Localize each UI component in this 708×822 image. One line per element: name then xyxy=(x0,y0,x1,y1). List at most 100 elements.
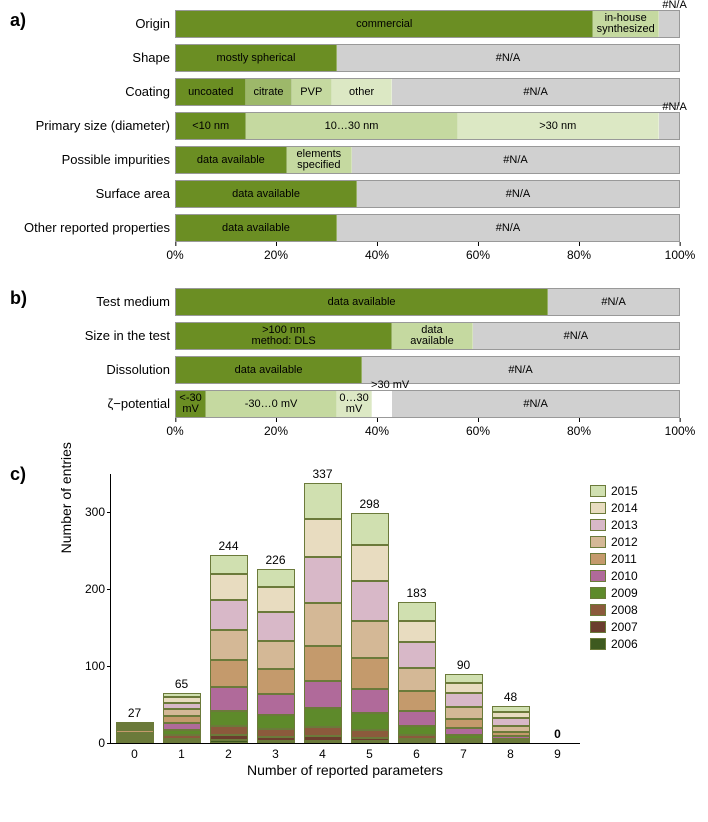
c-bar: 90 xyxy=(445,674,483,743)
c-bar-seg xyxy=(210,687,248,710)
hbar-segment: #N/A xyxy=(357,181,679,207)
c-legend-swatch xyxy=(590,587,606,599)
c-bar-seg xyxy=(304,646,342,681)
hbar-track: <10 nm10…30 nm>30 nm#N/A xyxy=(175,112,680,140)
hbar-segment: <10 nm xyxy=(176,113,246,139)
hbar-segment-text: >30 mV xyxy=(369,380,411,391)
hbar-segment-text: other xyxy=(347,87,376,98)
hbar-segment-text: commercial xyxy=(354,19,414,30)
hbar-segment-text: <10 nm xyxy=(190,121,231,132)
hbar-segment-text: citrate xyxy=(252,87,286,98)
c-bar-seg xyxy=(445,728,483,735)
hbar-segment-text: #N/A xyxy=(521,399,549,410)
c-xtick: 2 xyxy=(225,747,232,761)
hbar-segment-text: #N/A xyxy=(501,155,529,166)
hbar-row: Other reported propertiesdata available#… xyxy=(175,214,680,242)
hbar-tick: 40% xyxy=(365,424,389,438)
c-xtick: 5 xyxy=(366,747,373,761)
c-legend-label: 2010 xyxy=(611,569,638,583)
c-legend-swatch xyxy=(590,621,606,633)
c-bar-seg xyxy=(210,740,248,743)
c-legend-swatch xyxy=(590,553,606,565)
hbar-segment-text: 0…30 mV xyxy=(337,393,370,415)
hbar-tick: 0% xyxy=(166,424,183,438)
c-legend-label: 2008 xyxy=(611,603,638,617)
hbar-segment: data available xyxy=(176,215,337,241)
c-bar-total: 244 xyxy=(210,539,248,553)
c-bar-seg xyxy=(210,574,248,600)
hbar-segment-text: mostly spherical xyxy=(215,53,298,64)
panel-c: c) Number of entries 0100200300270651244… xyxy=(10,464,698,794)
hbar-row-label: Shape xyxy=(10,51,170,65)
c-legend-swatch xyxy=(590,502,606,514)
c-bar-seg xyxy=(351,730,389,738)
hbar-segment: #N/A xyxy=(548,289,679,315)
c-ytick: 200 xyxy=(85,582,105,596)
c-bar-seg xyxy=(304,603,342,645)
hbar-segment: data available xyxy=(176,147,287,173)
hbar-segment: #N/A xyxy=(659,113,679,139)
c-bar-seg xyxy=(210,555,248,574)
hbar-segment-text: #N/A xyxy=(494,53,522,64)
c-bar-seg xyxy=(163,741,201,743)
hbar-segment-text: >100 nm method: DLS xyxy=(250,325,318,347)
c-bar-seg xyxy=(398,642,436,668)
c-bar-seg xyxy=(492,741,530,743)
c-bar-seg xyxy=(116,741,154,743)
hbar-row-label: Primary size (diameter) xyxy=(10,119,170,133)
c-bar-total: 0 xyxy=(539,727,577,741)
c-bar-seg xyxy=(257,641,295,669)
hbar-segment: #N/A xyxy=(392,391,679,417)
panel-c-label: c) xyxy=(10,464,26,485)
c-bar-seg xyxy=(163,709,201,716)
c-bar: 48 xyxy=(492,706,530,743)
hbar-segment: mostly spherical xyxy=(176,45,337,71)
hbar-segment-text: data available xyxy=(326,297,398,308)
c-legend-label: 2012 xyxy=(611,535,638,549)
hbar-segment-text: 10…30 nm xyxy=(323,121,381,132)
hbar-segment-text: #N/A xyxy=(660,102,688,113)
hbar-segment-text: PVP xyxy=(298,87,324,98)
hbar-segment: #N/A xyxy=(352,147,679,173)
hbar-row: Surface areadata available#N/A xyxy=(175,180,680,208)
hbar-tick: 0% xyxy=(166,248,183,262)
c-bar-seg xyxy=(445,674,483,683)
c-bar-seg xyxy=(351,741,389,743)
c-xlabel: Number of reported parameters xyxy=(110,762,580,778)
hbar-segment: #N/A xyxy=(392,79,679,105)
c-xtick: 7 xyxy=(460,747,467,761)
c-legend-item: 2012 xyxy=(590,535,638,549)
hbar-segment-text: #N/A xyxy=(562,331,590,342)
c-legend-item: 2007 xyxy=(590,620,638,634)
hbar-segment-text: <-30 mV xyxy=(177,393,203,415)
c-bar-seg xyxy=(210,711,248,726)
hbar-segment: in-house synthesized xyxy=(593,11,658,37)
c-ytick: 0 xyxy=(98,736,105,750)
hbar-segment-text: data available xyxy=(408,325,455,347)
hbar-tick: 40% xyxy=(365,248,389,262)
c-bar-total: 90 xyxy=(445,658,483,672)
c-xtick: 1 xyxy=(178,747,185,761)
c-legend-swatch xyxy=(590,485,606,497)
c-bar-seg xyxy=(445,683,483,694)
hbar-segment: #N/A xyxy=(473,323,679,349)
c-bar-seg xyxy=(304,727,342,736)
c-bar-seg xyxy=(398,668,436,691)
hbar-segment: data available xyxy=(392,323,472,349)
c-ytick: 100 xyxy=(85,659,105,673)
hbar-track: data available#N/A xyxy=(175,180,680,208)
hbar-segment: <-30 mV xyxy=(176,391,206,417)
c-bar-seg xyxy=(257,569,295,588)
hbar-segment-text: -30…0 mV xyxy=(243,399,300,410)
hbar-segment-text: #N/A xyxy=(494,223,522,234)
c-legend-label: 2007 xyxy=(611,620,638,634)
c-bar-seg xyxy=(257,669,295,694)
c-legend-swatch xyxy=(590,638,606,650)
hbar-row-label: ζ−potential xyxy=(10,397,170,411)
hbar-segment: -30…0 mV xyxy=(206,391,337,417)
c-bar: 183 xyxy=(398,602,436,743)
hbar-segment-text: in-house synthesized xyxy=(595,13,657,35)
hbar-track: data available #N/A xyxy=(175,214,680,242)
c-bar-seg xyxy=(304,741,342,743)
c-bar-total: 226 xyxy=(257,553,295,567)
